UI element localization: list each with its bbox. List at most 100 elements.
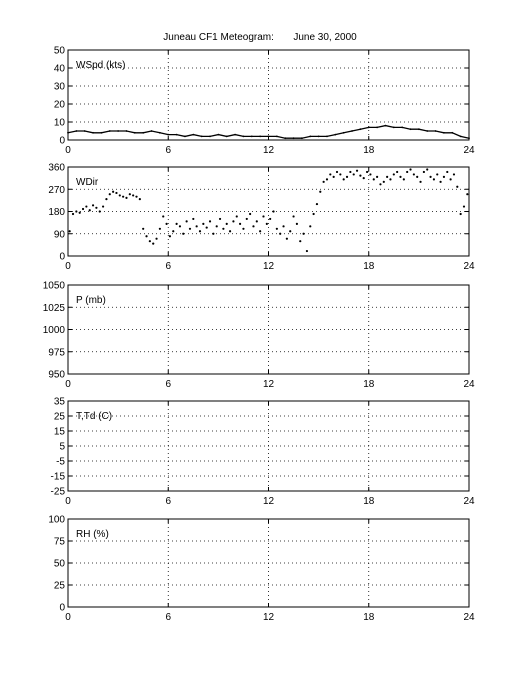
wdir-point-11	[105, 198, 108, 201]
wdir-point-101	[406, 170, 409, 174]
wdir-point-6	[88, 209, 91, 212]
wspd-ytick-label-40: 40	[54, 64, 66, 75]
wdir-point-39	[198, 230, 202, 233]
ttd-xtick-label-12: 12	[263, 496, 275, 507]
wspd-point-25	[275, 135, 278, 138]
wdir-point-89	[365, 170, 369, 174]
wspd-point-37	[376, 126, 379, 129]
wspd-ytick-label-0: 0	[59, 136, 65, 147]
wspd-point-43	[426, 130, 429, 132]
wdir-point-13	[112, 190, 115, 193]
wdir-point-99	[399, 175, 402, 178]
ttd-panel-label: T,Td (C)	[76, 411, 112, 422]
wdir-point-118	[462, 205, 466, 208]
wdir-point-53	[245, 217, 248, 221]
wspd-point-17	[209, 135, 211, 138]
wdir-point-32	[175, 222, 178, 225]
wdir-point-67	[292, 215, 295, 218]
wspd-point-11	[158, 131, 161, 134]
wdir-axes-frame	[67, 166, 470, 257]
wdir-point-45	[218, 217, 222, 221]
wdir-point-117	[459, 212, 462, 216]
ttd-ytick-label-35: 35	[54, 397, 66, 408]
wdir-point-0	[68, 230, 71, 233]
wdir-point-86	[355, 169, 359, 172]
wdir-point-38	[195, 225, 198, 228]
ttd-ytick-label--5: -5	[56, 457, 65, 468]
wspd-panel-label: WSpd (kts)	[76, 60, 125, 71]
wspd-point-24	[267, 135, 270, 138]
wdir-point-71	[305, 249, 309, 253]
wdir-point-114	[449, 178, 452, 181]
wspd-point-3	[92, 131, 94, 134]
wdir-point-20	[135, 195, 138, 198]
wdir-point-69	[299, 240, 302, 243]
wdir-point-87	[359, 174, 362, 177]
wdir-point-103	[412, 173, 415, 176]
wspd-point-44	[434, 130, 437, 132]
wspd-point-28	[301, 137, 303, 140]
wspd-point-5	[108, 130, 111, 132]
wdir-point-81	[339, 173, 342, 176]
wdir-point-112	[442, 175, 446, 178]
wspd-point-46	[451, 131, 454, 134]
wdir-point-79	[332, 175, 335, 178]
wdir-ytick-label-90: 90	[54, 229, 66, 240]
wspd-point-21	[242, 135, 245, 138]
pres-ytick-label-975: 975	[48, 347, 65, 358]
wdir-point-72	[309, 225, 312, 228]
wspd-ytick-label-30: 30	[54, 82, 66, 93]
wdir-point-102	[409, 168, 412, 171]
wspd-point-7	[125, 130, 128, 132]
ttd-xtick-label-0: 0	[65, 496, 71, 507]
wspd-point-31	[326, 135, 328, 138]
rh-xtick-label-18: 18	[363, 612, 375, 623]
wspd-point-47	[459, 135, 462, 138]
wspd-point-35	[359, 128, 362, 131]
rh-xtick-label-0: 0	[65, 612, 71, 623]
wdir-point-119	[466, 193, 469, 196]
panel-relative-humidity: 0 6 12 18 24 0 25 50 75 100 RH (%)	[48, 515, 475, 624]
wdir-point-18	[128, 193, 131, 196]
wdir-panel-label: WDir	[76, 177, 99, 188]
wdir-point-64	[282, 225, 285, 228]
wdir-point-85	[352, 173, 355, 176]
wdir-point-2	[75, 210, 78, 213]
wdir-point-31	[172, 230, 175, 233]
wspd-point-20	[234, 133, 236, 136]
wdir-point-36	[188, 227, 192, 230]
wdir-point-106	[422, 170, 425, 174]
wdir-point-40	[202, 222, 205, 225]
wdir-point-66	[289, 230, 292, 233]
pres-xtick-label-12: 12	[263, 379, 275, 390]
wdir-point-116	[456, 185, 459, 188]
wdir-point-15	[118, 194, 121, 197]
pres-ytick-label-1000: 1000	[43, 325, 66, 336]
wdir-point-109	[432, 178, 436, 181]
wdir-point-92	[376, 175, 379, 178]
wdir-point-5	[85, 205, 88, 208]
wspd-xtick-label-18: 18	[363, 145, 375, 156]
wdir-point-9	[98, 210, 101, 213]
ttd-xtick-label-18: 18	[363, 496, 375, 507]
wspd-ytick-label-20: 20	[54, 100, 66, 111]
wdir-point-52	[242, 227, 245, 230]
wspd-point-23	[259, 135, 262, 138]
wdir-point-91	[372, 178, 375, 181]
wdir-point-16	[122, 195, 125, 198]
wspd-point-36	[367, 126, 370, 129]
panel-wind-speed: 0 6 12 18 24 0 10 20 30 40 50 WSpd (kts)	[54, 46, 475, 157]
ttd-ytick-label-25: 25	[54, 412, 66, 423]
wspd-point-41	[409, 128, 412, 131]
wdir-point-33	[178, 225, 182, 228]
wdir-point-46	[222, 227, 225, 230]
rh-axes-frame	[67, 518, 470, 608]
wdir-point-8	[95, 206, 98, 209]
wdir-point-105	[419, 180, 422, 183]
pres-xtick-label-6: 6	[165, 379, 171, 390]
wdir-point-28	[162, 215, 165, 218]
pres-ytick-label-950: 950	[48, 370, 65, 381]
wdir-point-1	[71, 212, 75, 216]
wdir-xtick-label-0: 0	[65, 261, 71, 272]
wspd-point-26	[284, 137, 287, 140]
